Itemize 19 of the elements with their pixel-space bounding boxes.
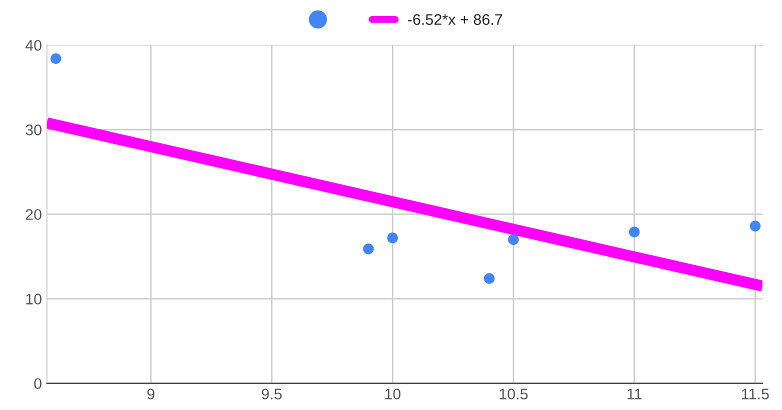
y-tick-label: 30: [26, 124, 42, 136]
y-tick-label: 0: [34, 378, 42, 390]
point: [50, 53, 62, 64]
y-tick-label: 40: [25, 40, 42, 51]
x-tick-label: 10: [385, 388, 400, 400]
y-tick-label: 20: [26, 209, 42, 220]
point: [628, 226, 640, 238]
x-tick-label: 9: [147, 388, 154, 400]
legend-label: -6.52*x + 86.7: [408, 14, 502, 25]
x-tick-label: 9.5: [262, 388, 282, 400]
x-tick-label: 11: [628, 388, 642, 400]
point: [484, 273, 495, 284]
point: [508, 234, 519, 245]
point: [387, 232, 398, 244]
x-tick-label: 10.5: [500, 388, 528, 400]
point: [750, 220, 761, 232]
x-tick-label: 11.5: [742, 388, 769, 400]
y-tick-label: 10: [26, 294, 42, 304]
point: [363, 244, 374, 254]
